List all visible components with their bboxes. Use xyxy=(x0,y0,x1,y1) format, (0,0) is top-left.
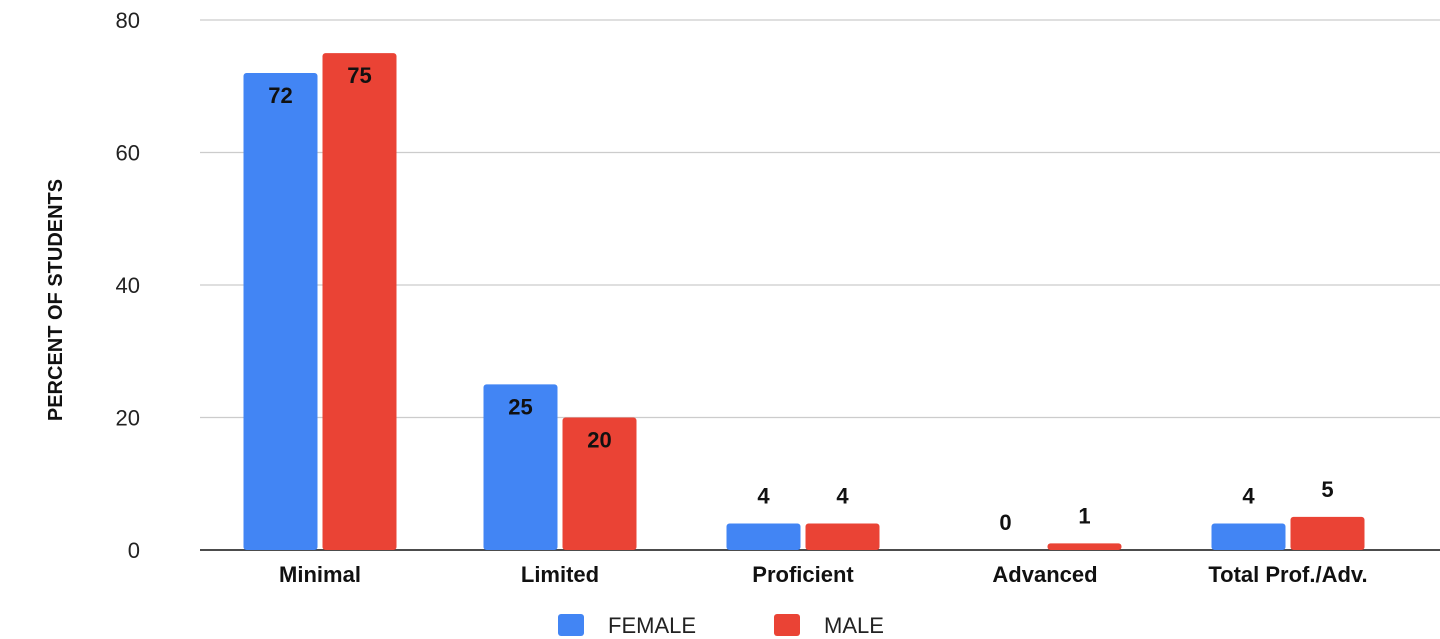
data-label: 5 xyxy=(1321,477,1333,502)
bar-male xyxy=(1290,516,1365,550)
data-label: 75 xyxy=(347,63,371,88)
data-label: 4 xyxy=(757,484,770,509)
y-tick-label: 80 xyxy=(116,8,140,33)
y-tick-label: 0 xyxy=(128,538,140,563)
bar-male xyxy=(1047,543,1122,550)
y-tick-label: 60 xyxy=(116,141,140,166)
legend-item-male: MALE xyxy=(774,613,884,638)
data-label: 4 xyxy=(836,484,849,509)
data-label: 1 xyxy=(1078,503,1090,528)
data-label: 0 xyxy=(999,510,1011,535)
legend-item-female: FEMALE xyxy=(558,613,696,638)
legend-label: MALE xyxy=(824,613,884,638)
data-label: 20 xyxy=(587,428,611,453)
x-tick-label: Limited xyxy=(521,562,599,587)
bar-female xyxy=(1211,523,1286,550)
data-labels: 72 75 25 20 4 4 0 1 4 5 xyxy=(268,63,1333,535)
x-tick-label: Advanced xyxy=(992,562,1097,587)
legend-swatch xyxy=(558,614,584,636)
bars xyxy=(243,53,1365,550)
x-tick-label: Minimal xyxy=(279,562,361,587)
bar-male xyxy=(805,523,880,550)
y-axis-ticks: 0 20 40 60 80 xyxy=(116,8,140,563)
x-tick-label: Total Prof./Adv. xyxy=(1208,562,1367,587)
data-label: 4 xyxy=(1242,484,1255,509)
bar-female xyxy=(483,384,558,550)
bar-female xyxy=(243,73,318,550)
bar-male xyxy=(562,417,637,550)
legend: FEMALE MALE xyxy=(558,613,884,638)
y-tick-label: 40 xyxy=(116,273,140,298)
bar-male xyxy=(322,53,397,550)
data-label: 72 xyxy=(268,83,292,108)
y-tick-label: 20 xyxy=(116,406,140,431)
legend-swatch xyxy=(774,614,800,636)
legend-label: FEMALE xyxy=(608,613,696,638)
data-label: 25 xyxy=(508,394,532,419)
y-axis-label: PERCENT OF STUDENTS xyxy=(45,179,67,421)
bar-female xyxy=(726,523,801,550)
x-tick-label: Proficient xyxy=(752,562,854,587)
x-axis-ticks: Minimal Limited Proficient Advanced Total Pr… xyxy=(279,562,1368,587)
